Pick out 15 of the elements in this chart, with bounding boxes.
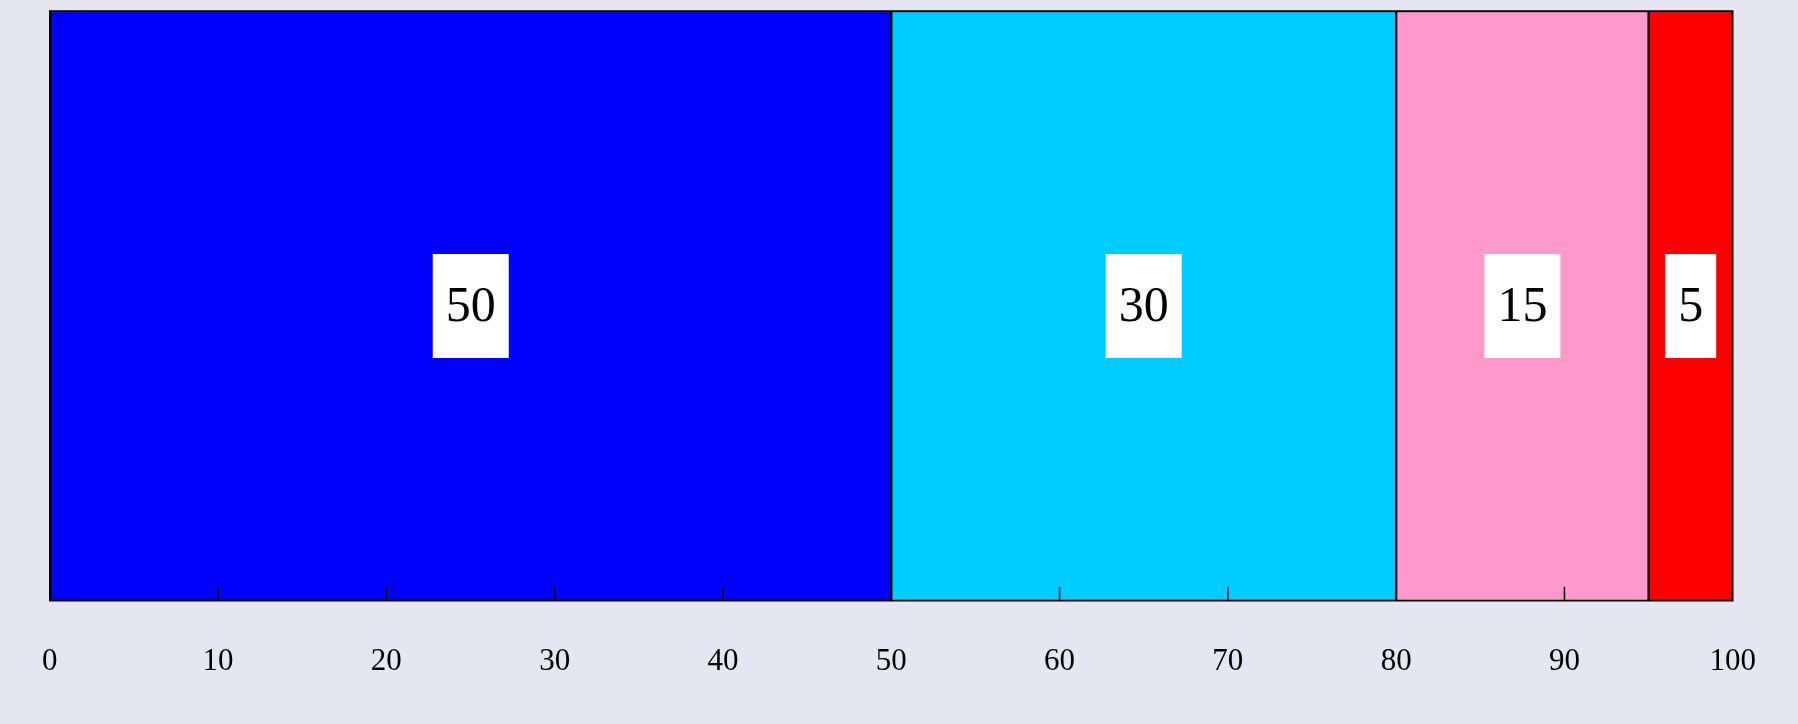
x-tick-label: 80 <box>1380 641 1412 677</box>
x-tick-label: 0 <box>42 641 58 677</box>
x-tick-label: 100 <box>1709 641 1756 677</box>
x-tick-label: 90 <box>1548 641 1580 677</box>
data-label: 30 <box>1118 276 1169 333</box>
x-tick-label: 40 <box>707 641 739 677</box>
data-label: 50 <box>445 276 496 333</box>
x-tick-label: 20 <box>370 641 402 677</box>
data-label: 15 <box>1497 276 1548 333</box>
data-label: 5 <box>1678 276 1704 333</box>
x-tick-label: 70 <box>1212 641 1244 677</box>
x-tick-label: 50 <box>875 641 907 677</box>
x-tick-label: 30 <box>539 641 571 677</box>
x-tick-label: 10 <box>202 641 234 677</box>
x-tick-label: 60 <box>1044 641 1076 677</box>
